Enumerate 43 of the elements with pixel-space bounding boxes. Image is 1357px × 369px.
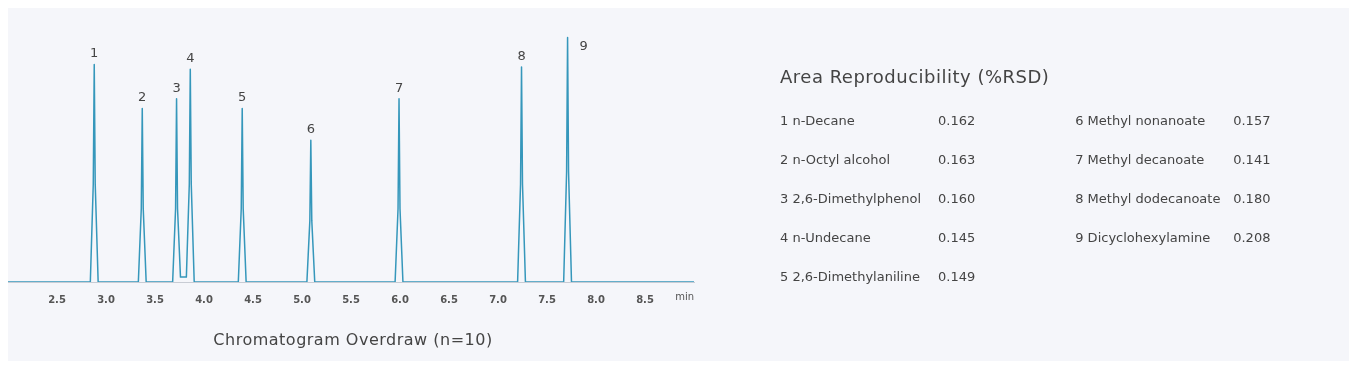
text: 0.141 — [1233, 152, 1271, 167]
category-label: 2 n-Octyl alcohol — [780, 152, 892, 169]
annotation: 4 — [186, 50, 195, 66]
x-tick-label: 5.0 — [293, 293, 311, 305]
category-label: 9 Dicyclohexylamine — [1075, 230, 1212, 247]
category-label: 5 2,6-Dimethylaniline — [780, 269, 921, 286]
annotation: 8 — [517, 47, 526, 63]
annotation: 2 — [138, 89, 147, 105]
x-axis-title: min — [675, 290, 694, 302]
x-tick-label: 4.0 — [195, 293, 213, 305]
text: Chromatogram Overdraw (n=10) — [213, 330, 493, 349]
text: 0.149 — [938, 269, 976, 284]
category-label: 4 n-Undecane — [780, 230, 872, 247]
x-tick-label: 4.5 — [244, 293, 262, 305]
text: 0.157 — [1233, 113, 1271, 128]
text: 0.163 — [938, 152, 976, 167]
text: Area Reproducibility (%RSD) — [780, 66, 1051, 87]
x-tick-label: 3.5 — [146, 293, 164, 305]
text: 0.145 — [938, 230, 976, 245]
category-label: 8 Methyl dodecanoate — [1075, 191, 1222, 208]
x-tick-label: 5.5 — [342, 293, 360, 305]
x-tick-label: 6.0 — [391, 293, 409, 305]
category-label: 3 2,6-Dimethylphenol — [780, 191, 922, 208]
annotation: 3 — [172, 79, 181, 95]
text: 0.160 — [938, 191, 976, 206]
text: 0.162 — [938, 113, 976, 128]
annotation: 5 — [238, 89, 247, 105]
x-tick-label: 7.0 — [489, 293, 507, 305]
annotation: 1 — [90, 45, 99, 61]
x-tick-label: 6.5 — [440, 293, 458, 305]
text: 0.208 — [1233, 230, 1271, 245]
category-label: 7 Methyl decanoate — [1075, 152, 1206, 169]
x-tick-label: 8.0 — [587, 293, 605, 305]
category-label: 6 Methyl nonanoate — [1075, 113, 1207, 130]
annotation: 6 — [306, 121, 315, 137]
annotation: 9 — [579, 38, 588, 54]
x-tick-label: 2.5 — [48, 293, 66, 305]
category-label: 1 n-Decane — [780, 113, 856, 130]
x-tick-label: 3.0 — [97, 293, 115, 305]
annotation: 7 — [394, 79, 404, 95]
x-tick-label: 8.5 — [636, 293, 654, 305]
x-tick-label: 7.5 — [538, 293, 556, 305]
text: 0.180 — [1233, 191, 1271, 206]
